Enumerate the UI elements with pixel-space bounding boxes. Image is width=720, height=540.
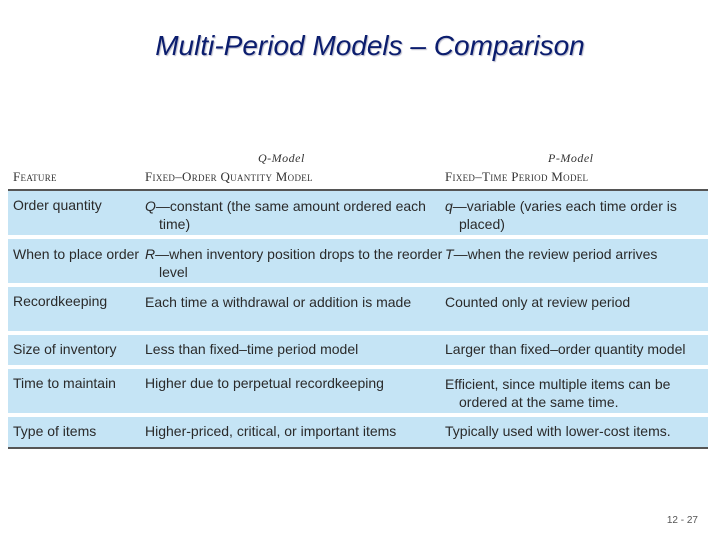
footer-rule <box>8 447 708 449</box>
q-model-heading: Q-Model <box>258 151 305 165</box>
fixed-time-cell: Counted only at review period <box>445 294 631 310</box>
p-model-heading: P-Model <box>548 151 594 165</box>
fixed-order-cell: Q—constant (the same amount ordered each… <box>145 197 449 233</box>
table-header: Q-Model P-Model Feature Fixed–Order Quan… <box>8 145 708 189</box>
fixed-time-cell: T—when the review period arrives <box>445 245 719 263</box>
symbol: Q <box>145 198 156 214</box>
feature-cell: Size of inventory <box>13 341 117 357</box>
table-row: Type of items Higher-priced, critical, o… <box>8 417 708 447</box>
page-number: 12 - 27 <box>666 515 698 526</box>
table-row: Time to maintain Higher due to perpetual… <box>8 369 708 417</box>
comparison-table: Q-Model P-Model Feature Fixed–Order Quan… <box>8 145 708 449</box>
slide-title: Multi-Period Models – Comparison <box>155 30 585 61</box>
symbol: q <box>445 198 453 214</box>
header-rule <box>8 189 708 191</box>
table-row: Order quantity Q—constant (the same amou… <box>8 191 708 239</box>
cell-text: —when the review period arrives <box>453 246 658 262</box>
column-header-fixed-order: Fixed–Order Quantity Model <box>145 169 313 184</box>
fixed-order-cell: Higher due to perpetual recordkeeping <box>145 375 384 391</box>
fixed-time-cell: Efficient, since multiple items can be o… <box>445 376 671 410</box>
column-header-fixed-time: Fixed–Time Period Model <box>445 169 589 184</box>
fixed-time-cell: Larger than fixed–order quantity model <box>445 341 686 357</box>
table-row: When to place order R—when inventory pos… <box>8 239 708 287</box>
symbol: R <box>145 246 156 262</box>
fixed-time-cell: q—variable (varies each time order is pl… <box>445 197 719 233</box>
cell-text: —constant (the same amount ordered each … <box>155 198 426 232</box>
feature-cell: When to place order <box>13 246 140 262</box>
table-row: Size of inventory Less than fixed–time p… <box>8 335 708 369</box>
feature-cell: Type of items <box>13 423 97 439</box>
fixed-order-cell: Higher-priced, critical, or important it… <box>145 423 397 439</box>
cell-text: —variable (varies each time order is pla… <box>452 198 677 232</box>
fixed-time-cell: Typically used with lower-cost items. <box>445 423 671 439</box>
feature-cell: Time to maintain <box>13 375 116 391</box>
fixed-order-cell: R—when inventory position drops to the r… <box>145 245 449 281</box>
cell-text: —when inventory position drops to the re… <box>155 246 443 280</box>
symbol: T <box>445 246 454 262</box>
column-header-feature: Feature <box>13 169 57 184</box>
fixed-order-cell: Each time a withdrawal or addition is ma… <box>145 294 412 310</box>
table-row: Recordkeeping Each time a withdrawal or … <box>8 287 708 335</box>
feature-cell: Recordkeeping <box>13 293 108 309</box>
feature-cell: Order quantity <box>13 197 102 213</box>
fixed-order-cell: Less than fixed–time period model <box>145 341 359 357</box>
